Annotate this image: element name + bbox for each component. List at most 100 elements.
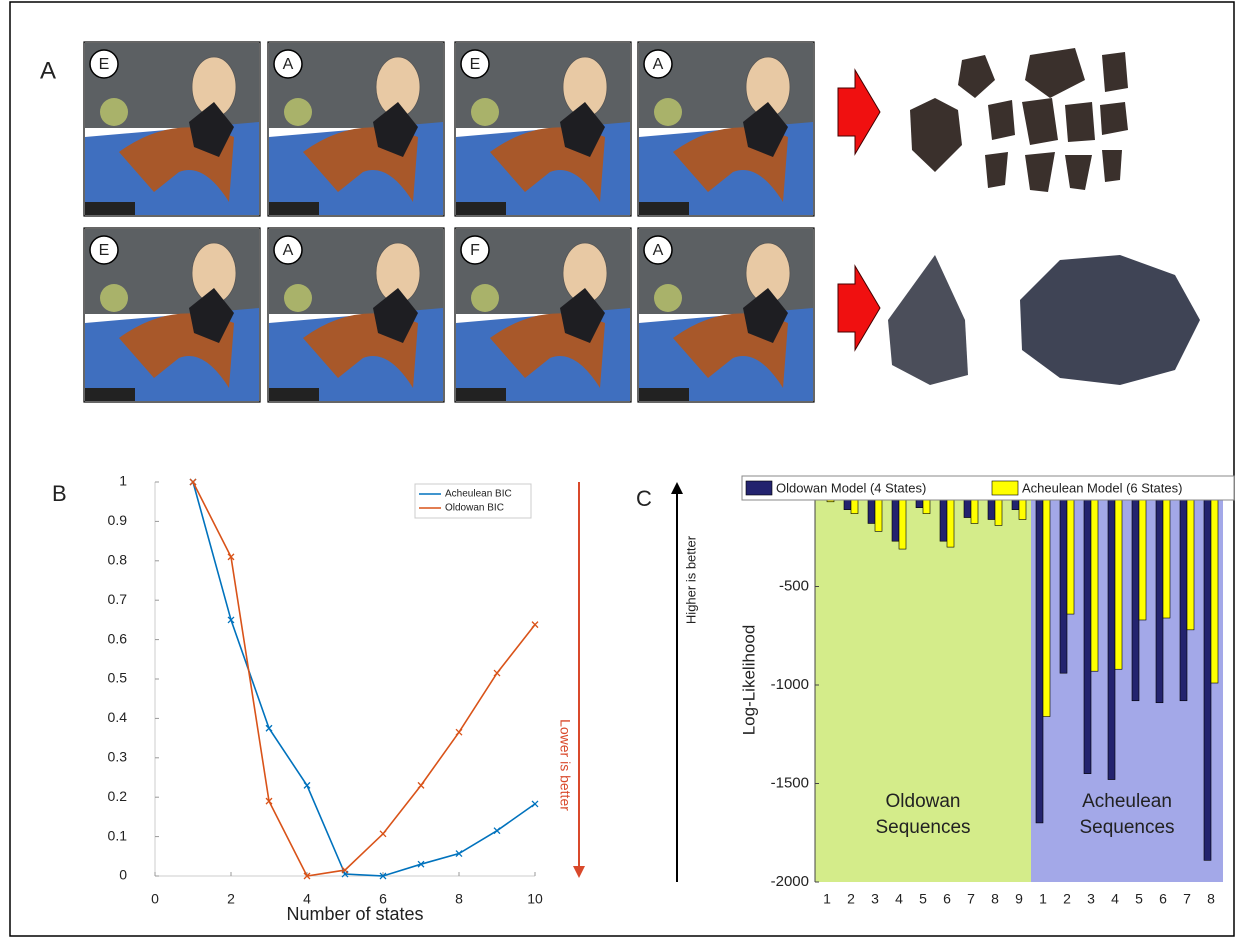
annotation: Lower is better: [557, 719, 573, 811]
marker: [532, 801, 538, 807]
x-tick-label: 8: [455, 891, 463, 907]
legend-label: Oldowan BIC: [445, 503, 504, 514]
hammerstone: [284, 98, 312, 126]
panel-label: B: [52, 481, 67, 506]
bar: [1132, 488, 1139, 701]
bar: [1180, 488, 1187, 701]
x-tick-label: 5: [919, 891, 927, 907]
marker: [532, 622, 538, 628]
hammerstone: [471, 284, 499, 312]
bar: [1211, 488, 1218, 683]
action-label: A: [653, 56, 664, 73]
y-tick-label: 1: [119, 473, 127, 489]
x-tick-label: 8: [991, 891, 999, 907]
illustration: F: [455, 228, 631, 402]
bar: [1036, 488, 1043, 823]
x-tick-label: 3: [871, 891, 879, 907]
x-tick-label: 4: [895, 891, 903, 907]
y-tick-label: 0.6: [108, 630, 128, 646]
bench: [269, 202, 319, 215]
x-tick-label: 7: [1183, 891, 1191, 907]
y-tick-label: 0.1: [108, 827, 128, 843]
y-tick-label: -1000: [771, 676, 809, 693]
marker: [304, 782, 310, 788]
illustration: E: [455, 42, 631, 216]
bar: [1156, 488, 1163, 703]
marker: [494, 828, 500, 834]
x-tick-label: 5: [1135, 891, 1143, 907]
action-label: E: [99, 56, 110, 73]
group-label: Oldowan: [886, 791, 961, 812]
bar: [1163, 488, 1170, 618]
x-tick-label: 2: [1063, 891, 1071, 907]
y-tick-label: 0.2: [108, 788, 128, 804]
x-tick-label: 4: [1111, 891, 1119, 907]
y-tick-label: 0: [119, 867, 127, 883]
bench: [456, 202, 506, 215]
bench: [269, 388, 319, 401]
hammerstone: [654, 98, 682, 126]
x-tick-label: 0: [151, 891, 159, 907]
marker: [418, 782, 424, 788]
x-tick-label: 8: [1207, 891, 1215, 907]
figure: A B C EAEAEAFA00.10.20.30.40.50.60.70.80…: [0, 0, 1243, 938]
legend-label: Oldowan Model (4 States): [776, 480, 926, 495]
illustration: A: [638, 42, 814, 216]
bench: [456, 388, 506, 401]
bar: [1204, 488, 1211, 860]
panel-label: C: [636, 486, 652, 511]
y-tick-label: 0.4: [108, 709, 128, 725]
annotation: Higher is better: [683, 535, 698, 624]
bench: [85, 388, 135, 401]
group-label: Sequences: [875, 817, 970, 838]
action-label: A: [283, 242, 294, 259]
bar: [1108, 488, 1115, 780]
x-tick-label: 1: [823, 891, 831, 907]
group-label: Sequences: [1079, 817, 1174, 838]
illustration: E: [84, 42, 260, 216]
illustration: A: [268, 228, 444, 402]
legend-swatch: [746, 481, 772, 495]
bar: [1187, 488, 1194, 630]
x-tick-label: 3: [1087, 891, 1095, 907]
bar: [1139, 488, 1146, 620]
x-tick-label: 7: [967, 891, 975, 907]
y-tick-label: 0.8: [108, 552, 128, 568]
y-tick-label: 0.7: [108, 591, 128, 607]
bench: [639, 388, 689, 401]
x-axis-label: Number of states: [286, 904, 423, 924]
y-axis-label: Log-Likelihood: [739, 625, 758, 736]
series-line: [193, 482, 535, 876]
bar: [1091, 488, 1098, 671]
bench: [639, 202, 689, 215]
action-label: A: [653, 242, 664, 259]
annotation-arrowhead: [573, 866, 585, 878]
group-label: Acheulean: [1082, 791, 1172, 812]
hammerstone: [471, 98, 499, 126]
x-tick-label: 2: [847, 891, 855, 907]
bar: [1084, 488, 1091, 774]
x-tick-label: 2: [227, 891, 235, 907]
annotation-arrowhead: [671, 482, 683, 494]
flakes: [888, 48, 1200, 385]
illustration: A: [268, 42, 444, 216]
x-tick-label: 6: [1159, 891, 1167, 907]
panel-label: A: [40, 57, 56, 84]
hammerstone: [100, 284, 128, 312]
arrows: [838, 70, 880, 350]
legend-label: Acheulean BIC: [445, 489, 512, 500]
marker: [494, 670, 500, 676]
hammerstone: [284, 284, 312, 312]
marker: [456, 729, 462, 735]
x-tick-label: 6: [943, 891, 951, 907]
legend-swatch: [992, 481, 1018, 495]
y-tick-label: -2000: [771, 873, 809, 890]
action-label: E: [99, 242, 110, 259]
x-tick-label: 9: [1015, 891, 1023, 907]
action-label: E: [470, 56, 481, 73]
y-tick-label: 0.9: [108, 512, 128, 528]
illustration: E: [84, 228, 260, 402]
x-tick-label: 10: [527, 891, 543, 907]
y-tick-label: 0.5: [108, 670, 128, 686]
marker: [380, 831, 386, 837]
